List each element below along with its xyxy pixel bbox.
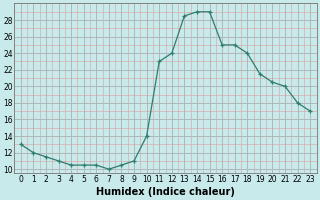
X-axis label: Humidex (Indice chaleur): Humidex (Indice chaleur): [96, 187, 235, 197]
